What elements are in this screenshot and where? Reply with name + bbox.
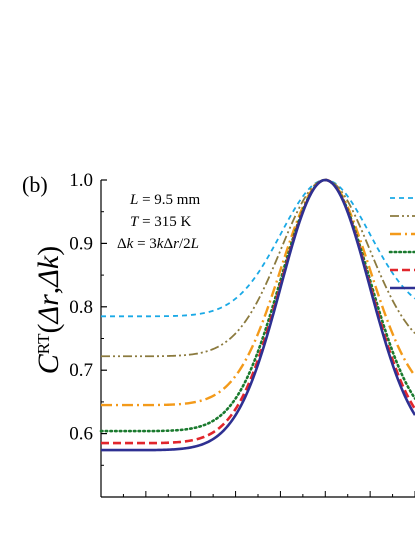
svg-text:CRT(Δr,Δk): CRT(Δr,Δk) [32,246,65,374]
series-line-1 [101,179,415,318]
y-tick-label: 0.9 [69,233,93,254]
y-axis-title: CRT(Δr,Δk) [32,246,65,374]
plot-area: 0.6 0.7 0.8 0.9 1.0 [69,170,415,498]
annotation-temperature: T = 315 K [130,214,192,230]
y-tick-label: 1.0 [69,170,93,191]
series-line-3 [101,178,415,407]
annotations: L = 9.5 mm T = 315 K Δk = 3kΔr/2L [117,192,200,252]
y-tick-label: 0.7 [69,360,93,381]
series-line-2 [101,179,415,358]
panel-label: (b) [22,172,48,197]
y-tick-label: 0.8 [69,297,93,318]
annotation-delta-k: Δk = 3kΔr/2L [117,236,199,252]
y-tick-label: 0.6 [69,424,93,445]
annotation-length: L = 9.5 mm [129,192,200,208]
series-line-6 [101,178,415,452]
